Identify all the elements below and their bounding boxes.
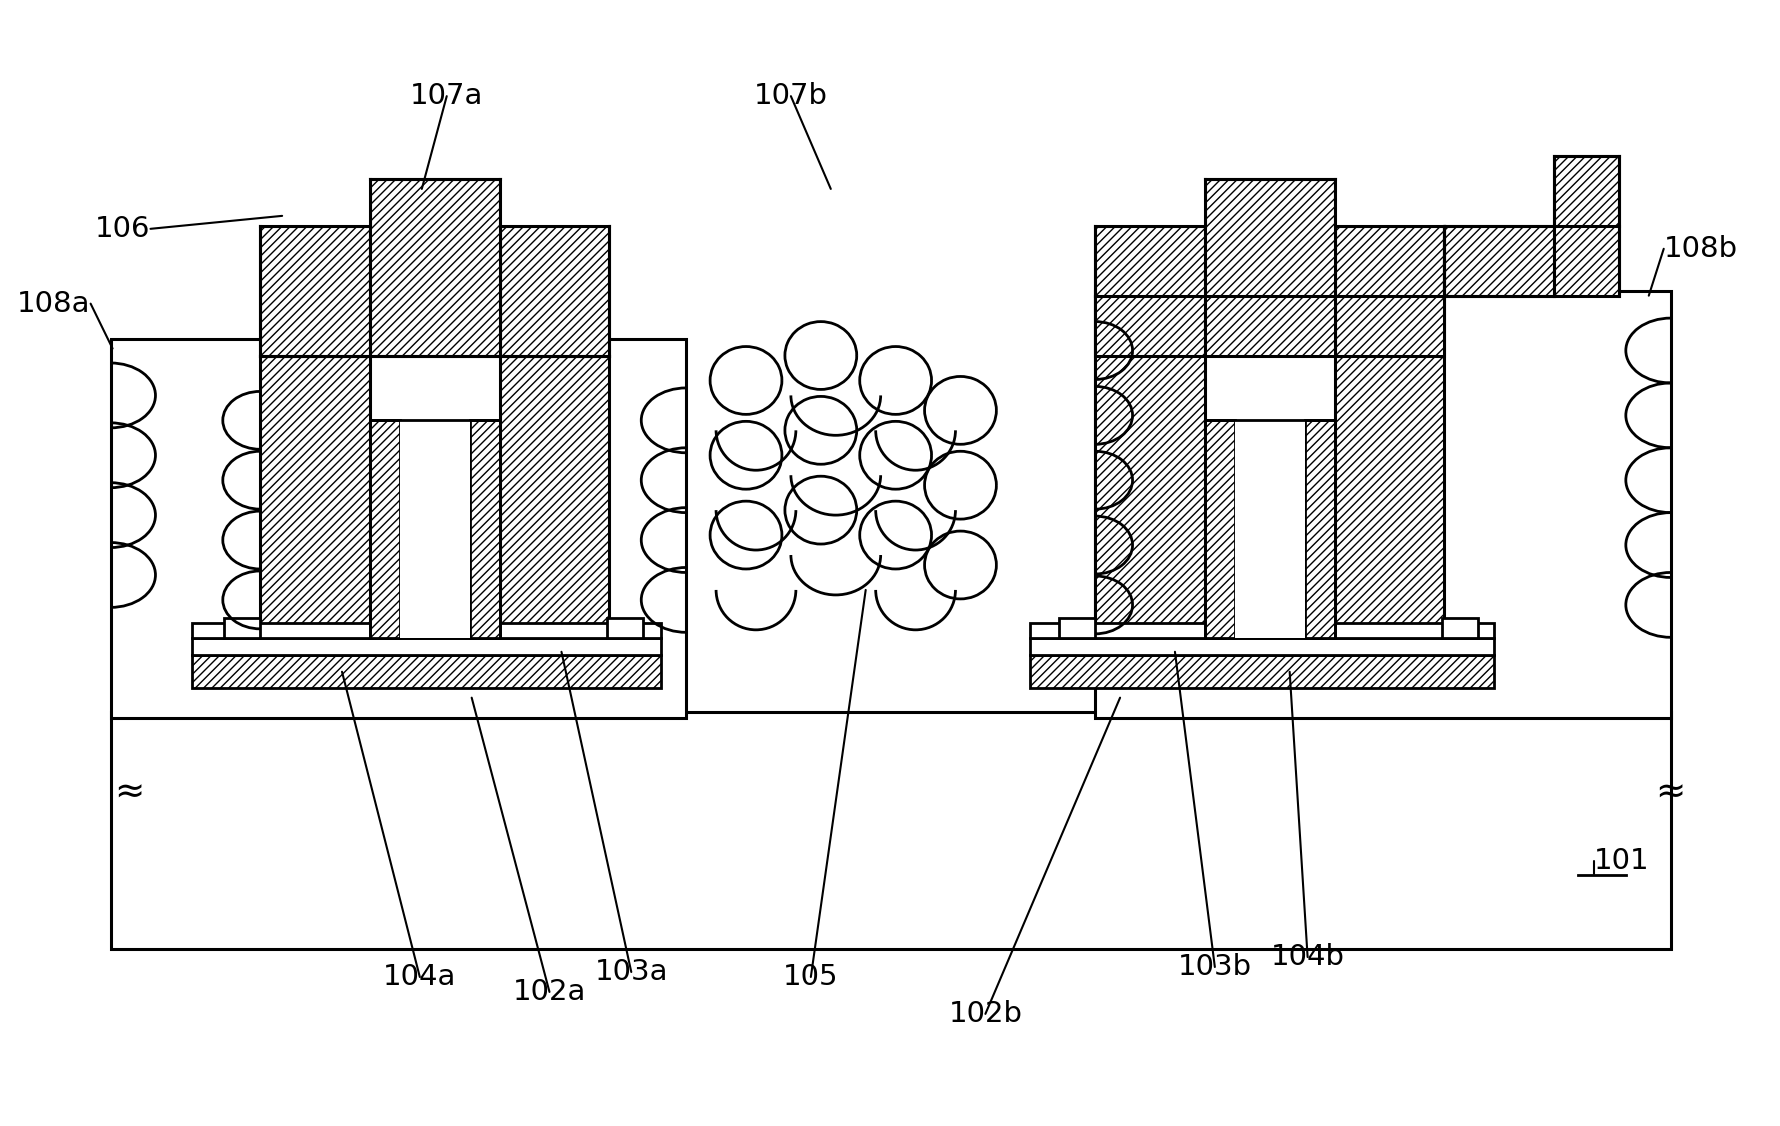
Text: 108b: 108b xyxy=(1663,235,1737,262)
Text: 106: 106 xyxy=(94,215,150,243)
Bar xyxy=(1305,420,1333,637)
Bar xyxy=(1095,226,1205,356)
Bar xyxy=(370,420,401,637)
Text: ≈: ≈ xyxy=(1655,776,1686,810)
Bar xyxy=(1029,623,1493,637)
Text: 107a: 107a xyxy=(409,82,482,110)
Bar xyxy=(1029,637,1493,655)
Bar xyxy=(192,655,660,688)
Bar xyxy=(1205,420,1234,637)
Text: 102b: 102b xyxy=(949,1000,1022,1028)
Bar xyxy=(1554,157,1618,296)
Bar xyxy=(110,339,685,717)
Bar xyxy=(1095,296,1205,637)
Text: 108a: 108a xyxy=(18,289,91,318)
Bar xyxy=(500,226,609,356)
Bar xyxy=(1333,226,1444,356)
Bar xyxy=(1234,420,1305,637)
Text: 102a: 102a xyxy=(513,978,586,1006)
Bar xyxy=(400,420,470,637)
Text: 103a: 103a xyxy=(595,958,668,986)
Text: 104b: 104b xyxy=(1269,944,1344,971)
Bar xyxy=(500,179,609,226)
Text: 104a: 104a xyxy=(383,963,456,991)
Bar xyxy=(260,226,370,356)
Bar xyxy=(1059,618,1095,637)
Bar xyxy=(260,179,370,226)
Text: 103b: 103b xyxy=(1177,953,1251,981)
Bar xyxy=(1029,655,1493,688)
Bar xyxy=(500,356,609,637)
Bar xyxy=(1095,179,1205,226)
Bar xyxy=(470,420,500,637)
Bar xyxy=(224,618,260,637)
Bar xyxy=(607,618,643,637)
Bar xyxy=(1442,618,1477,637)
Bar xyxy=(260,356,370,637)
Bar xyxy=(370,179,500,356)
Bar xyxy=(192,623,660,637)
Text: 105: 105 xyxy=(783,963,838,991)
Bar xyxy=(1444,226,1554,296)
Bar xyxy=(110,712,1670,949)
Text: 107b: 107b xyxy=(753,82,828,110)
Bar xyxy=(192,637,660,655)
Text: 101: 101 xyxy=(1593,847,1648,875)
Bar xyxy=(1333,179,1444,226)
Bar xyxy=(1333,296,1444,637)
Bar xyxy=(1205,179,1333,356)
Bar xyxy=(1095,291,1670,717)
Text: ≈: ≈ xyxy=(114,776,144,810)
